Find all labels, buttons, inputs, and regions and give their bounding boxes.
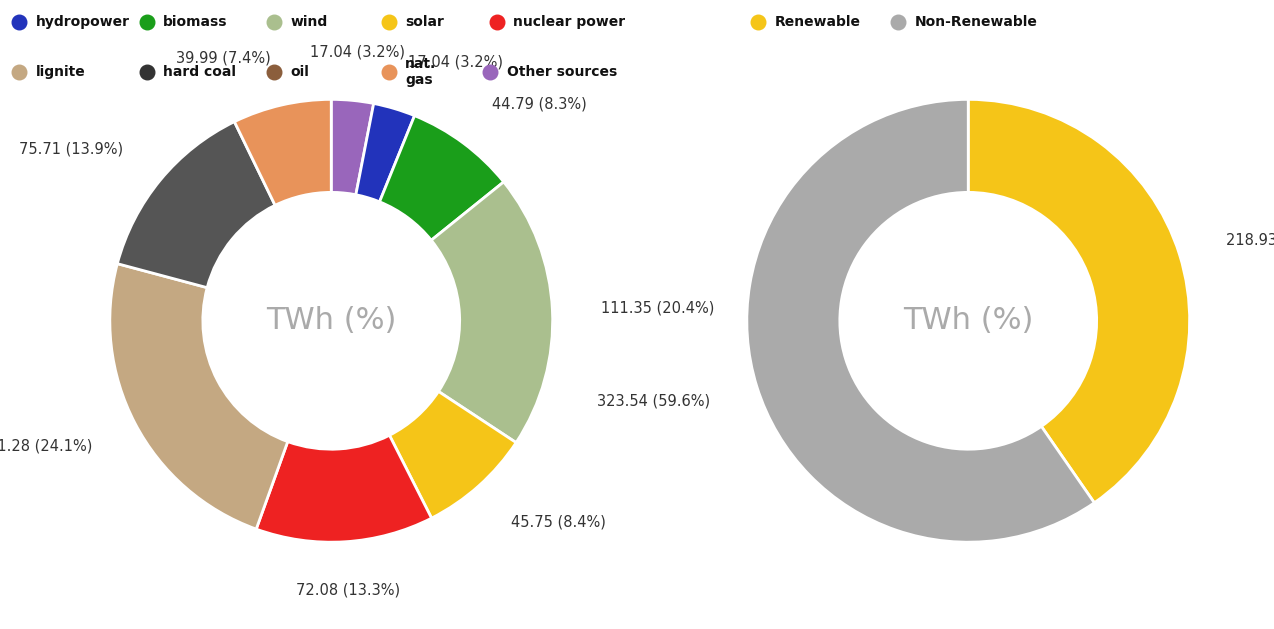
Wedge shape bbox=[747, 99, 1094, 542]
Text: solar: solar bbox=[405, 15, 445, 29]
Wedge shape bbox=[380, 116, 503, 240]
Wedge shape bbox=[331, 99, 373, 195]
Point bbox=[378, 17, 399, 27]
Wedge shape bbox=[110, 264, 288, 529]
Text: 45.75 (8.4%): 45.75 (8.4%) bbox=[511, 515, 606, 530]
Text: 111.35 (20.4%): 111.35 (20.4%) bbox=[601, 301, 715, 315]
Text: wind: wind bbox=[290, 15, 327, 29]
Text: nat.
gas: nat. gas bbox=[405, 57, 437, 87]
Wedge shape bbox=[117, 121, 275, 287]
Point bbox=[378, 67, 399, 77]
Wedge shape bbox=[968, 99, 1190, 503]
Text: lignite: lignite bbox=[36, 65, 85, 79]
Text: 17.04 (3.2%): 17.04 (3.2%) bbox=[408, 54, 503, 69]
Point bbox=[264, 17, 284, 27]
Wedge shape bbox=[390, 391, 516, 518]
Wedge shape bbox=[234, 99, 331, 205]
Point bbox=[136, 67, 157, 77]
Text: Renewable: Renewable bbox=[775, 15, 861, 29]
Text: 72.08 (13.3%): 72.08 (13.3%) bbox=[296, 583, 400, 598]
Text: Other sources: Other sources bbox=[507, 65, 618, 79]
Text: 75.71 (13.9%): 75.71 (13.9%) bbox=[19, 142, 122, 157]
Point bbox=[480, 67, 501, 77]
Text: biomass: biomass bbox=[163, 15, 228, 29]
Text: nuclear power: nuclear power bbox=[513, 15, 626, 29]
Point bbox=[264, 67, 284, 77]
Text: oil: oil bbox=[290, 65, 310, 79]
Text: 131.28 (24.1%): 131.28 (24.1%) bbox=[0, 438, 92, 454]
Text: 44.79 (8.3%): 44.79 (8.3%) bbox=[493, 96, 587, 111]
Wedge shape bbox=[355, 104, 414, 202]
Text: 218.93 (40.4%): 218.93 (40.4%) bbox=[1226, 233, 1274, 248]
Point bbox=[748, 17, 768, 27]
Point bbox=[9, 67, 29, 77]
Text: hydropower: hydropower bbox=[36, 15, 130, 29]
Text: TWh (%): TWh (%) bbox=[266, 306, 396, 335]
Wedge shape bbox=[256, 435, 432, 542]
Text: Non-Renewable: Non-Renewable bbox=[915, 15, 1037, 29]
Point bbox=[888, 17, 908, 27]
Point bbox=[487, 17, 507, 27]
Text: 39.99 (7.4%): 39.99 (7.4%) bbox=[176, 50, 270, 65]
Text: 17.04 (3.2%): 17.04 (3.2%) bbox=[310, 45, 405, 59]
Text: 323.54 (59.6%): 323.54 (59.6%) bbox=[598, 394, 711, 409]
Text: TWh (%): TWh (%) bbox=[903, 306, 1033, 335]
Point bbox=[9, 17, 29, 27]
Text: hard coal: hard coal bbox=[163, 65, 236, 79]
Point bbox=[136, 17, 157, 27]
Wedge shape bbox=[432, 182, 553, 443]
